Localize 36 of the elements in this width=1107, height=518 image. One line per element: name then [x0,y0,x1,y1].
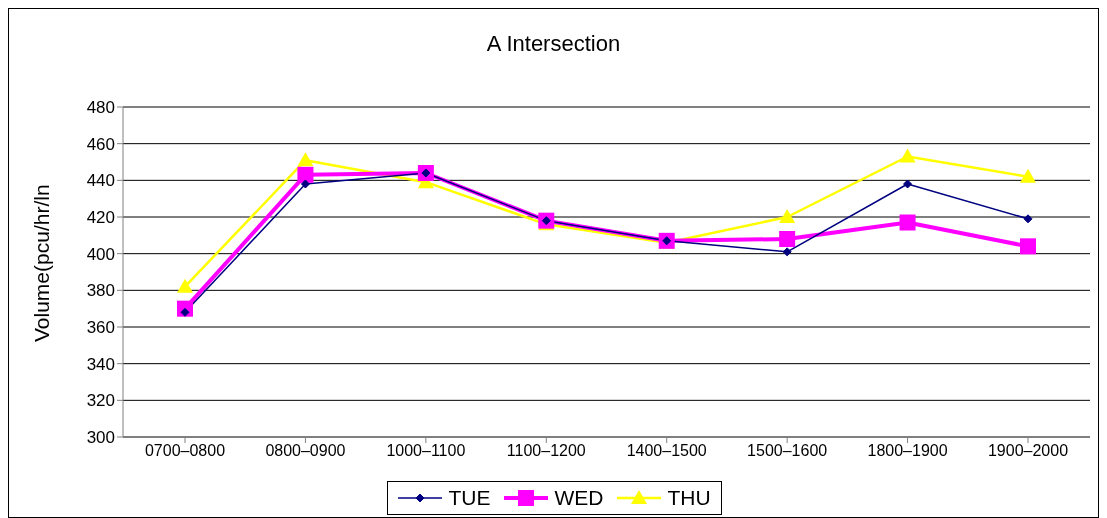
x-tick-label: 0700–0800 [144,442,226,460]
x-tick-label: 1400–1500 [626,442,707,460]
y-tick-label: 300 [86,428,115,448]
y-tick-label: 380 [86,281,115,301]
y-tick-label: 340 [86,354,115,374]
x-tick-label: 0800–0900 [265,442,346,460]
legend-label: WED [553,486,604,510]
y-tick-label: 400 [86,244,115,264]
legend-label: THU [666,486,711,510]
point [300,179,310,189]
y-tick-label: 440 [86,171,115,191]
y-tick-label: 420 [86,208,115,228]
point [903,179,913,189]
point [1023,214,1033,224]
y-tick-label: 480 [86,98,115,118]
point [779,209,796,223]
point [297,166,314,183]
y-tick-label: 460 [86,134,115,154]
point [899,214,916,231]
x-tick-label: 1900–2000 [987,442,1069,460]
point [177,278,193,293]
point [899,148,916,163]
legend-label: TUE [447,486,491,510]
point [297,152,314,167]
chart-title: A Intersection [485,30,622,58]
x-tick-label: 1800–1900 [867,442,948,460]
y-tick-label: 360 [86,318,115,338]
point [1020,168,1036,183]
y-axis-title: Volume(pcu/hr/ln [30,184,54,342]
point [1020,238,1036,255]
x-tick-label: 1100–1200 [506,442,586,460]
y-tick-label: 320 [86,391,115,411]
point [779,231,796,247]
x-tick-label: 1000–1100 [386,442,466,460]
point [782,247,792,257]
x-tick-label: 1500–1600 [747,442,828,460]
